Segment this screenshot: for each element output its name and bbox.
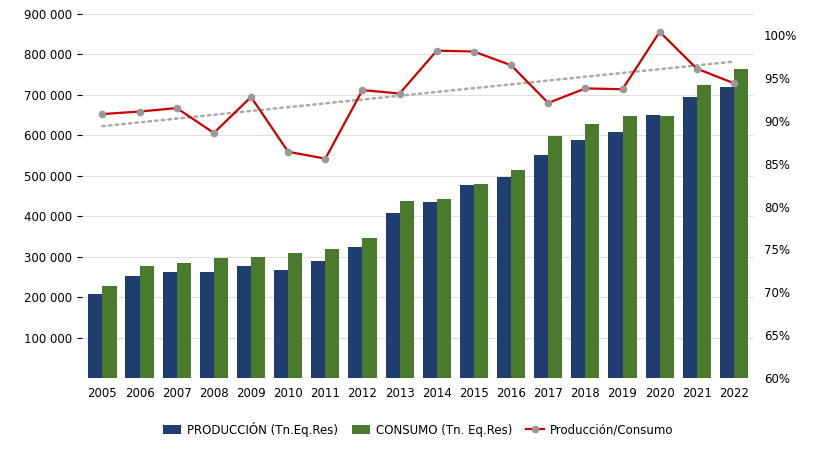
Bar xyxy=(658,116,673,378)
Bar xyxy=(585,124,599,378)
Bar xyxy=(682,97,696,378)
Bar xyxy=(214,258,228,378)
Bar xyxy=(311,260,325,378)
Bar xyxy=(177,263,191,378)
Bar xyxy=(251,257,265,378)
Bar xyxy=(571,140,585,378)
Bar xyxy=(459,184,473,378)
Bar xyxy=(422,202,437,378)
Bar xyxy=(200,272,214,378)
Bar xyxy=(548,136,562,378)
Bar xyxy=(287,253,302,378)
Bar xyxy=(102,286,116,378)
Bar xyxy=(348,247,362,378)
Bar xyxy=(496,177,510,378)
Bar xyxy=(645,115,658,378)
Bar xyxy=(237,266,251,378)
Bar xyxy=(719,87,733,378)
Bar xyxy=(533,155,548,378)
Bar xyxy=(608,132,622,378)
Bar xyxy=(622,116,636,378)
Bar xyxy=(510,170,524,378)
Legend: PRODUCCIÓN (Tn.Eq.Res), CONSUMO (Tn. Eq.Res), Producción/Consumo: PRODUCCIÓN (Tn.Eq.Res), CONSUMO (Tn. Eq.… xyxy=(158,417,677,441)
Bar xyxy=(696,85,710,378)
Bar xyxy=(162,272,177,378)
Bar xyxy=(437,199,450,378)
Bar xyxy=(139,266,153,378)
Bar xyxy=(88,294,102,378)
Bar xyxy=(125,276,139,378)
Bar xyxy=(399,201,414,378)
Bar xyxy=(385,213,399,378)
Bar xyxy=(733,69,747,378)
Bar xyxy=(473,184,487,378)
Bar xyxy=(274,270,287,378)
Bar xyxy=(362,238,376,378)
Bar xyxy=(325,248,339,378)
